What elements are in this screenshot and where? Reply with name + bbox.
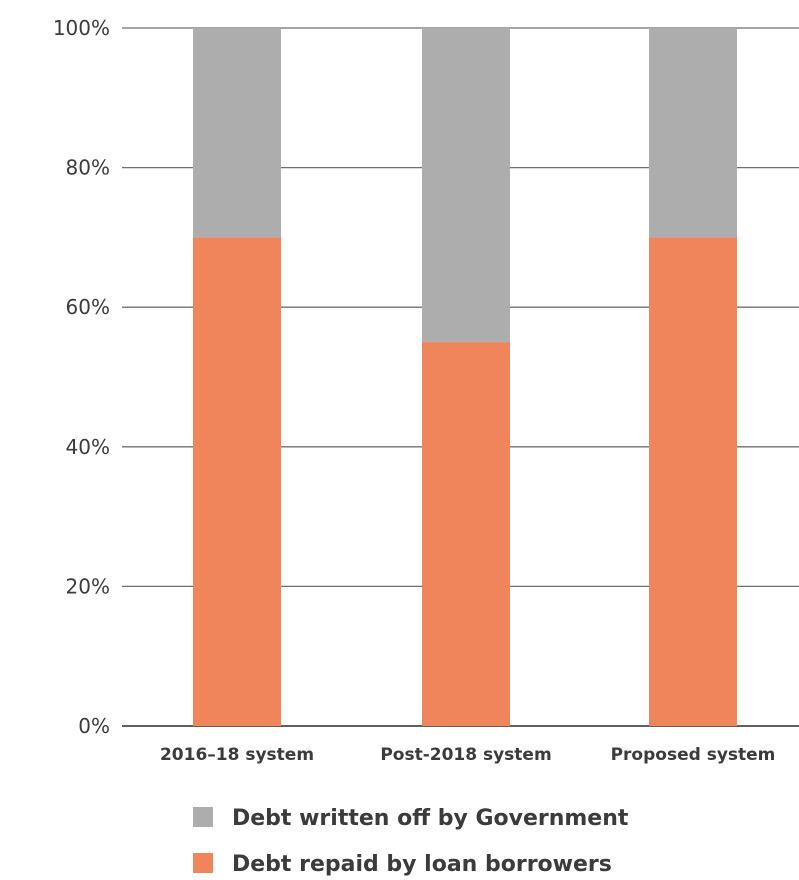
bar-segment bbox=[193, 28, 281, 238]
legend: Debt written off by Government Debt repai… bbox=[193, 806, 629, 877]
y-tick-label: 40% bbox=[66, 435, 110, 459]
bar-segment bbox=[422, 342, 510, 726]
y-tick-label: 60% bbox=[66, 295, 110, 319]
x-category-label: Post-2018 system bbox=[380, 745, 551, 765]
y-tick-label: 80% bbox=[66, 156, 110, 180]
legend-swatch bbox=[193, 807, 213, 827]
x-category-label: Proposed system bbox=[611, 745, 776, 765]
y-tick-label: 100% bbox=[53, 16, 110, 40]
bars bbox=[193, 28, 737, 726]
y-axis-ticks: 0% 20% 40% 60% 80% 100% bbox=[53, 16, 110, 738]
bar-segment bbox=[422, 28, 510, 343]
bar-segment bbox=[649, 237, 737, 726]
y-tick-label: 0% bbox=[78, 714, 110, 738]
y-tick-label: 20% bbox=[66, 574, 110, 598]
x-category-label: 2016–18 system bbox=[160, 745, 314, 765]
x-axis-labels: 2016–18 system Post-2018 system Proposed s… bbox=[160, 745, 775, 765]
bar-segment bbox=[649, 28, 737, 238]
legend-swatch bbox=[193, 853, 213, 873]
legend-label: Debt written off by Government bbox=[232, 806, 629, 831]
bar-segment bbox=[193, 237, 281, 726]
legend-label: Debt repaid by loan borrowers bbox=[232, 852, 612, 877]
